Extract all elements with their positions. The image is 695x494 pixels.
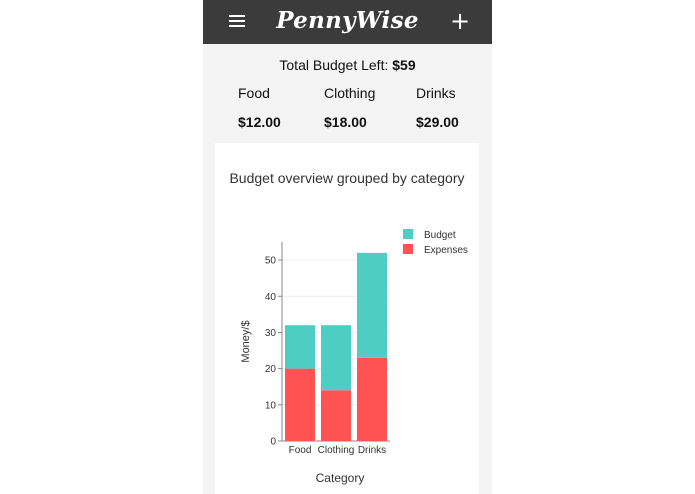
stacked-bar-chart: 0 10 20 30 40 50 Food Clothing Drinks Category Mon… bbox=[240, 229, 468, 485]
y-tick-label: 0 bbox=[270, 437, 276, 448]
bar-food-budget bbox=[285, 325, 315, 369]
plus-icon[interactable]: + bbox=[450, 7, 471, 35]
category-amount-drinks: $29.00 bbox=[416, 114, 459, 130]
y-tick-label: 10 bbox=[265, 400, 277, 411]
y-tick-label: 20 bbox=[265, 364, 277, 375]
legend-swatch-expenses bbox=[403, 244, 413, 254]
y-tick-label: 40 bbox=[265, 292, 277, 303]
bar-clothing-expenses bbox=[321, 390, 351, 441]
category-name-food: Food bbox=[238, 85, 270, 101]
x-tick-label: Drinks bbox=[358, 445, 386, 456]
bar-food-expenses bbox=[285, 368, 315, 441]
legend-swatch-budget bbox=[403, 229, 413, 239]
bar-drinks-expenses bbox=[357, 357, 387, 441]
x-tick-label: Food bbox=[289, 445, 312, 456]
category-amount-clothing: $18.00 bbox=[324, 114, 367, 130]
y-axis-label: Money/$ bbox=[240, 320, 252, 362]
bar-clothing-budget bbox=[321, 325, 351, 391]
app-bar: PennyWise + bbox=[203, 0, 492, 44]
category-name-clothing: Clothing bbox=[324, 85, 376, 101]
menu-icon[interactable] bbox=[229, 15, 245, 28]
category-amount-food: $12.00 bbox=[238, 114, 281, 130]
total-budget-value: $59 bbox=[392, 57, 416, 73]
x-tick-label: Clothing bbox=[318, 445, 355, 456]
y-tick-label: 50 bbox=[265, 256, 277, 267]
total-budget: Total Budget Left: $59 bbox=[203, 57, 492, 73]
legend-label-expenses: Expenses bbox=[424, 245, 468, 256]
total-budget-label: Total Budget Left: bbox=[279, 57, 389, 73]
chart-card: Budget overview grouped by category 0 10 2… bbox=[215, 143, 479, 494]
app-title: PennyWise bbox=[276, 7, 419, 34]
chart-title: Budget overview grouped by category bbox=[229, 170, 465, 186]
y-tick-label: 30 bbox=[265, 328, 277, 339]
x-axis-label: Category bbox=[316, 471, 365, 485]
bar-drinks-budget bbox=[357, 252, 387, 358]
legend-label-budget: Budget bbox=[424, 230, 456, 241]
category-name-drinks: Drinks bbox=[416, 85, 456, 101]
phone-screen: PennyWise + Total Budget Left: $59 Food … bbox=[203, 0, 492, 494]
